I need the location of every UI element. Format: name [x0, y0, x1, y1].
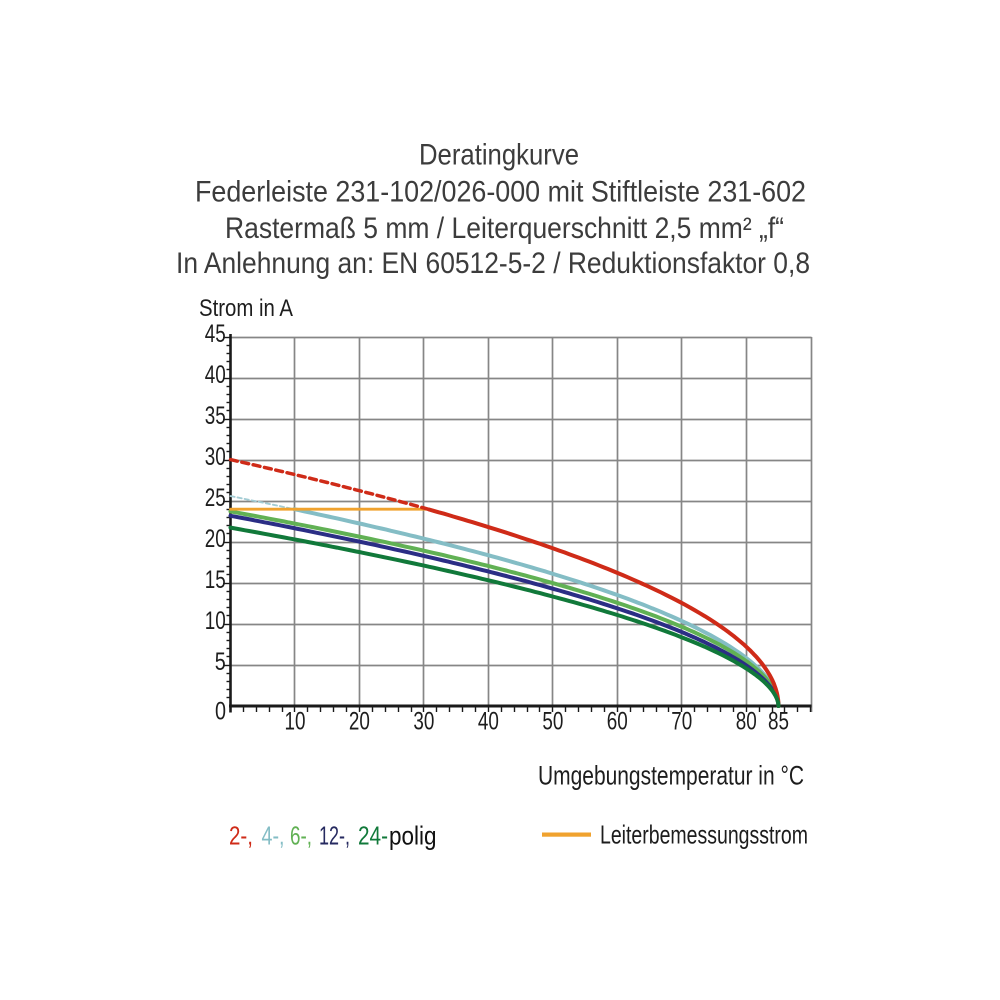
svg-text:10: 10 [205, 607, 226, 635]
svg-text:40: 40 [205, 361, 226, 389]
svg-text:Federleiste 231-102/026-000 mi: Federleiste 231-102/026-000 mit Stiftlei… [195, 176, 806, 209]
svg-text:20: 20 [205, 525, 226, 553]
svg-text:Leiterbemessungsstrom: Leiterbemessungsstrom [600, 820, 808, 850]
svg-text:80: 80 [736, 708, 757, 736]
svg-text:30: 30 [205, 443, 226, 471]
svg-text:45: 45 [205, 320, 226, 348]
svg-text:Umgebungstemperatur in °C: Umgebungstemperatur in °C [538, 761, 804, 791]
svg-text:30: 30 [413, 708, 434, 736]
svg-text:25: 25 [205, 484, 226, 512]
svg-text:85: 85 [768, 708, 789, 736]
svg-text:5: 5 [215, 648, 226, 676]
svg-text:24-: 24- [358, 821, 388, 851]
svg-text:4-,: 4-, [262, 821, 285, 851]
svg-text:Deratingkurve: Deratingkurve [419, 139, 579, 172]
svg-text:In Anlehnung an: EN 60512-5-2: In Anlehnung an: EN 60512-5-2 / Reduktio… [176, 247, 810, 280]
svg-text:40: 40 [478, 708, 499, 736]
svg-text:Rastermaß 5 mm / Leiterquersch: Rastermaß 5 mm / Leiterquerschnitt 2,5 m… [225, 212, 784, 245]
svg-text:0: 0 [215, 698, 226, 726]
svg-text:12-,: 12-, [319, 821, 350, 851]
svg-text:10: 10 [285, 708, 306, 736]
svg-text:70: 70 [671, 708, 692, 736]
svg-text:polig: polig [389, 821, 437, 851]
svg-text:50: 50 [542, 708, 563, 736]
svg-text:15: 15 [205, 566, 226, 594]
svg-text:Strom in A: Strom in A [199, 295, 293, 322]
svg-text:60: 60 [607, 708, 628, 736]
svg-text:35: 35 [205, 402, 226, 430]
svg-text:2-,: 2-, [229, 821, 253, 851]
svg-text:20: 20 [349, 708, 370, 736]
svg-text:6-,: 6-, [290, 821, 312, 851]
